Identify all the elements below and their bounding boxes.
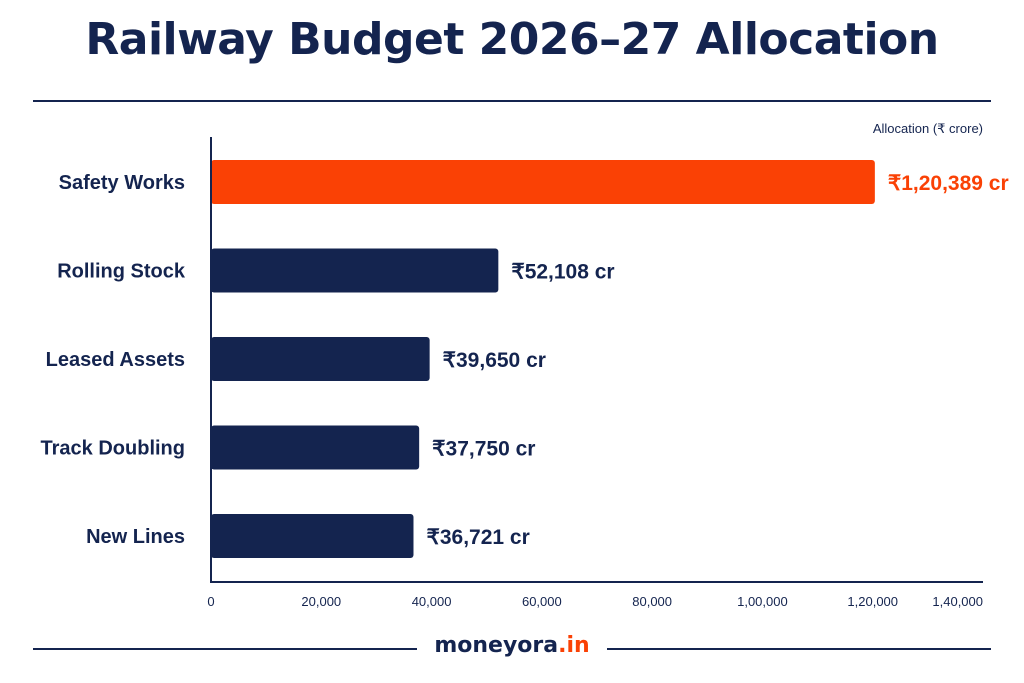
footer-line-right xyxy=(607,648,991,650)
bar-2 xyxy=(211,337,430,381)
x-tick-label-4: 80,000 xyxy=(632,594,672,609)
x-tick-label-7: 1,40,000 xyxy=(932,594,983,609)
x-tick-label-3: 60,000 xyxy=(522,594,562,609)
x-tick-label-6: 1,20,000 xyxy=(847,594,898,609)
category-label-4: New Lines xyxy=(86,526,185,548)
bars-layer: Safety Works ₹1,20,389 cr Rolling Stock ₹52… xyxy=(41,160,1009,558)
bar-4 xyxy=(211,514,414,558)
bar-1 xyxy=(211,248,499,293)
category-label-3: Track Doubling xyxy=(41,438,185,460)
chart-title: Railway Budget 2026–27 Allocation xyxy=(85,14,939,65)
data-label-2: ₹39,650 cr xyxy=(443,349,546,372)
brand-logo: moneyora.in xyxy=(417,633,607,658)
bar-3 xyxy=(211,425,420,470)
x-tick-label-1: 20,000 xyxy=(301,594,341,609)
x-tick-label-2: 40,000 xyxy=(412,594,452,609)
x-tick-label-0: 0 xyxy=(207,594,214,609)
brand-name: moneyora xyxy=(434,633,559,658)
data-label-0: ₹1,20,389 cr xyxy=(888,172,1009,195)
brand-tld: .in xyxy=(558,633,590,658)
category-label-1: Rolling Stock xyxy=(57,261,186,283)
data-label-4: ₹36,721 cr xyxy=(426,526,529,549)
category-label-2: Leased Assets xyxy=(46,349,185,371)
unit-label: Allocation (₹ crore) xyxy=(873,121,983,136)
x-ticks-layer: 0 20,000 40,000 60,000 80,000 1,00,000 1,20,00… xyxy=(207,594,983,609)
title-divider xyxy=(33,100,991,102)
x-tick-label-5: 1,00,000 xyxy=(737,594,788,609)
data-label-3: ₹37,750 cr xyxy=(432,438,535,461)
bar-0 xyxy=(211,160,875,204)
category-label-0: Safety Works xyxy=(59,172,185,194)
data-label-1: ₹52,108 cr xyxy=(511,261,614,284)
footer-line-left xyxy=(33,648,417,650)
